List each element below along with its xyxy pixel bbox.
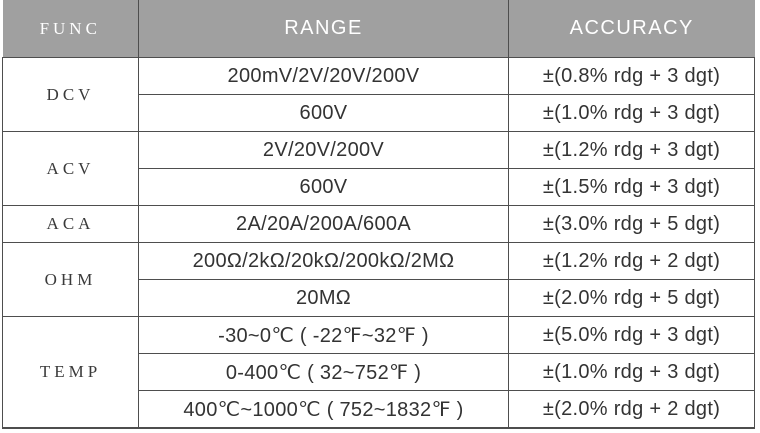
range-cell: 600V [138, 94, 509, 132]
table-row: 600V ±(1.5% rdg + 3 dgt) [3, 168, 755, 206]
func-cell-acv: ACV [2, 131, 139, 206]
table-row: ACA 2A/20A/200A/600A ±(3.0% rdg + 5 dgt) [2, 205, 755, 243]
range-cell: 0-400℃ ( 32~752℉ ) [138, 353, 509, 391]
table-row: DCV 200mV/2V/20V/200V ±(0.8% rdg + 3 dgt… [2, 57, 755, 132]
table-row: 0-400℃ ( 32~752℉ ) ±(1.0% rdg + 3 dgt) [3, 353, 755, 391]
range-cell: 2V/20V/200V [138, 131, 509, 169]
accuracy-cell: ±(1.2% rdg + 3 dgt) [508, 131, 755, 169]
range-cell: 400℃~1000℃ ( 752~1832℉ ) [138, 390, 509, 429]
accuracy-cell: ±(2.0% rdg + 5 dgt) [508, 279, 755, 317]
accuracy-cell: ±(2.0% rdg + 2 dgt) [508, 390, 755, 429]
table-row: OHM 200Ω/2kΩ/20kΩ/200kΩ/2MΩ ±(1.2% rdg +… [2, 242, 755, 317]
header-accuracy: ACCURACY [508, 0, 755, 58]
accuracy-cell: ±(3.0% rdg + 5 dgt) [508, 205, 755, 243]
header-range: RANGE [138, 0, 509, 58]
func-cell-ohm: OHM [2, 242, 139, 317]
func-cell-aca: ACA [2, 205, 139, 243]
table-row: 400℃~1000℃ ( 752~1832℉ ) ±(2.0% rdg + 2 … [3, 390, 755, 429]
table-row: TEMP -30~0℃ ( -22℉~32℉ ) ±(5.0% rdg + 3 … [2, 316, 755, 429]
accuracy-cell: ±(1.0% rdg + 3 dgt) [508, 94, 755, 132]
table-row: ACV 2V/20V/200V ±(1.2% rdg + 3 dgt) [2, 131, 755, 206]
accuracy-cell: ±(1.2% rdg + 2 dgt) [508, 242, 755, 280]
range-cell: 200mV/2V/20V/200V [138, 57, 509, 95]
range-cell: 20MΩ [138, 279, 509, 317]
accuracy-cell: ±(1.0% rdg + 3 dgt) [508, 353, 755, 391]
func-cell-temp: TEMP [2, 316, 139, 429]
range-cell: 200Ω/2kΩ/20kΩ/200kΩ/2MΩ [138, 242, 509, 280]
range-cell: 2A/20A/200A/600A [138, 205, 509, 243]
range-cell: 600V [138, 168, 509, 206]
func-cell-dcv: DCV [2, 57, 139, 132]
table-row: 600V ±(1.0% rdg + 3 dgt) [3, 94, 755, 132]
header-func: FUNC [2, 0, 139, 58]
range-cell: -30~0℃ ( -22℉~32℉ ) [138, 316, 509, 354]
table-row: 20MΩ ±(2.0% rdg + 5 dgt) [3, 279, 755, 317]
accuracy-cell: ±(5.0% rdg + 3 dgt) [508, 316, 755, 354]
accuracy-cell: ±(0.8% rdg + 3 dgt) [508, 57, 755, 95]
accuracy-cell: ±(1.5% rdg + 3 dgt) [508, 168, 755, 206]
header-row: FUNC RANGE ACCURACY [2, 0, 755, 58]
